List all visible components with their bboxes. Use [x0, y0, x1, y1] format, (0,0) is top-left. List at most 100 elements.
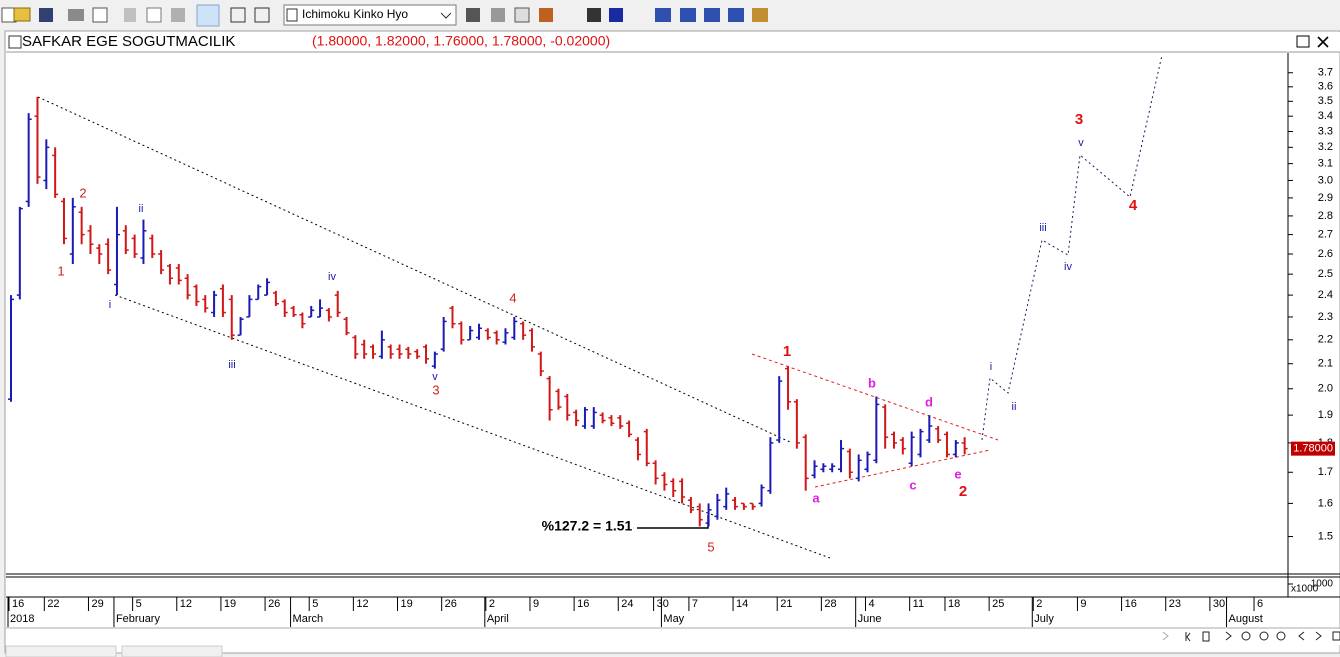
- x-tick-label: 12: [356, 598, 368, 610]
- wave-label: iii: [228, 359, 235, 371]
- y-tick-label: 2.5: [1318, 268, 1333, 280]
- x-tick-label: 2: [1036, 598, 1042, 610]
- x-tick-label: 4: [869, 598, 875, 610]
- x-tick-label: 5: [312, 598, 318, 610]
- maximize-button[interactable]: [1296, 35, 1310, 48]
- x-tick-label: 16: [1125, 598, 1137, 610]
- wave-label: iv: [328, 271, 336, 283]
- crosshair-button[interactable]: [230, 7, 246, 23]
- x-tick-label: 16: [12, 598, 24, 610]
- chart-title: SAFKAR EGE SOGUTMACILIK: [22, 33, 235, 50]
- y-tick-label: 1.9: [1318, 409, 1333, 421]
- window-button[interactable]: [655, 8, 671, 22]
- scroll-icons: [1185, 631, 1340, 642]
- indicator-dropdown[interactable]: [283, 4, 457, 26]
- open-button[interactable]: [13, 7, 31, 22]
- wave-label: 2: [79, 185, 86, 200]
- next-button[interactable]: [1225, 631, 1232, 641]
- zoom-in[interactable]: [1259, 631, 1269, 641]
- tool-button[interactable]: [539, 8, 553, 22]
- wave-label: %127.2 = 1.51: [542, 518, 633, 534]
- find-button[interactable]: [587, 8, 601, 22]
- currency-button[interactable]: [563, 8, 577, 22]
- y-tick-label: 2.3: [1318, 311, 1333, 323]
- y-tick-label: 1.6: [1318, 497, 1333, 509]
- indicator-icon: [286, 8, 298, 22]
- wave-label: 1: [783, 343, 791, 360]
- wave-label: 4: [1129, 197, 1138, 214]
- tool-button[interactable]: [466, 8, 480, 22]
- window-button[interactable]: [704, 8, 720, 22]
- wave-label: 2: [959, 483, 967, 500]
- scroll-right[interactable]: [1162, 631, 1169, 641]
- month-label: 2018: [10, 613, 34, 625]
- x-tick-label: 9: [533, 598, 539, 610]
- dropdown-arrow: [440, 12, 452, 19]
- wave-label: b: [868, 375, 876, 390]
- wave-label: v: [1078, 137, 1084, 149]
- x-tick-label: 11: [913, 598, 924, 610]
- y-tick-label: 3.5: [1318, 95, 1333, 107]
- cut-button[interactable]: [124, 8, 136, 22]
- month-label: June: [858, 613, 882, 625]
- print-button[interactable]: [68, 9, 84, 21]
- x-tick-label: 18: [948, 598, 960, 610]
- y-tick-label: 3.1: [1318, 158, 1333, 170]
- x-tick-label: 30: [1213, 598, 1225, 610]
- undo-button[interactable]: [196, 4, 220, 27]
- save-button[interactable]: [39, 8, 53, 22]
- wave-label: iv: [1064, 261, 1072, 273]
- first-button[interactable]: [1185, 632, 1191, 642]
- y-tick-label: 3.4: [1318, 110, 1333, 122]
- function-button[interactable]: [514, 7, 530, 23]
- help-button[interactable]: [609, 8, 623, 22]
- x-tick-label: 19: [224, 598, 236, 610]
- y-tick-label: 3.3: [1318, 125, 1333, 137]
- y-tick-label: 1.7: [1318, 466, 1333, 478]
- tab[interactable]: [121, 645, 223, 657]
- x-tick-label: 21: [780, 598, 792, 610]
- wave-label: 4: [509, 290, 516, 305]
- toolbar-icons: [1, 4, 768, 27]
- window-button[interactable]: [728, 8, 744, 22]
- x-tick-label: 23: [1169, 598, 1181, 610]
- window-button[interactable]: [680, 8, 696, 22]
- close-button[interactable]: [1317, 36, 1329, 48]
- zoom-reset[interactable]: [1276, 631, 1286, 641]
- month-label: February: [116, 613, 161, 625]
- x-tick-label: 2: [489, 598, 495, 610]
- last-price-label: 1.78000: [1293, 443, 1333, 455]
- preview-button[interactable]: [92, 7, 108, 23]
- x-tick-label: 14: [736, 598, 748, 610]
- extra-button[interactable]: [1332, 631, 1340, 641]
- chart-window: [4, 30, 1340, 654]
- wave-label: d: [925, 394, 933, 409]
- wave-label: iii: [1039, 222, 1046, 234]
- paste-button[interactable]: [171, 8, 185, 22]
- month-label: April: [487, 613, 509, 625]
- y-tick-label: 3.7: [1318, 67, 1333, 79]
- last-price-tag: [1291, 441, 1335, 456]
- pan-buttons[interactable]: [1298, 631, 1322, 641]
- d-button[interactable]: [1202, 631, 1210, 642]
- tab[interactable]: [5, 645, 117, 657]
- wave-label: i: [109, 299, 111, 311]
- zoom-out[interactable]: [1241, 631, 1251, 641]
- scrollbar[interactable]: [6, 629, 1340, 645]
- x-tick-label: 5: [136, 598, 142, 610]
- x-tick-label: 26: [445, 598, 457, 610]
- window-button[interactable]: [752, 8, 768, 22]
- y-tick-label: 2.4: [1318, 289, 1333, 301]
- tool-button[interactable]: [491, 8, 505, 22]
- zoom-button[interactable]: [254, 7, 270, 23]
- copy-button[interactable]: [146, 7, 162, 23]
- wave-label: i: [990, 361, 992, 373]
- month-label: May: [663, 613, 684, 625]
- ohlc-readout: (1.80000, 1.82000, 1.76000, 1.78000, -0.…: [312, 33, 610, 49]
- wave-label: e: [954, 466, 961, 481]
- indicator-name: Ichimoku Kinko Hyo: [302, 7, 408, 21]
- wave-label: 3: [1075, 111, 1083, 128]
- x-tick-label: 30: [657, 598, 669, 610]
- x-tick-label: 7: [692, 598, 698, 610]
